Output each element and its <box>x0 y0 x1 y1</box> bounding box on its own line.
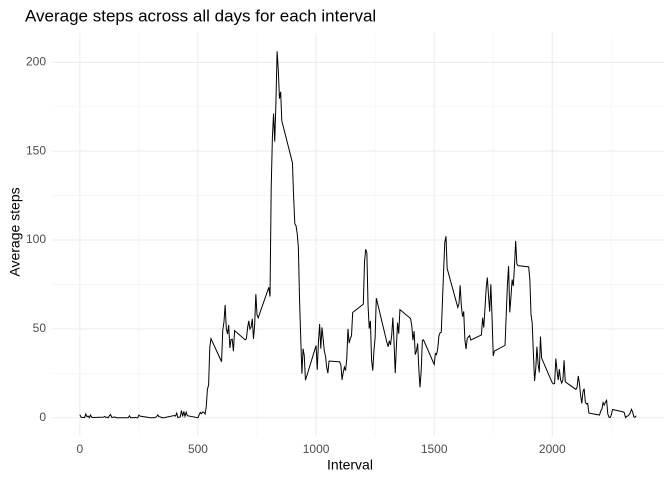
x-tick-label: 2000 <box>539 442 566 456</box>
y-tick-label: 0 <box>39 410 46 424</box>
y-axis-title: Average steps <box>7 187 23 276</box>
x-tick-label: 500 <box>188 442 208 456</box>
x-tick-label: 1500 <box>421 442 448 456</box>
y-tick-label: 200 <box>26 54 46 68</box>
y-tick-label: 50 <box>33 321 47 335</box>
x-tick-label: 1000 <box>303 442 330 456</box>
y-tick-label: 150 <box>26 143 46 157</box>
x-axis-title: Interval <box>327 457 373 473</box>
x-tick-label: 0 <box>77 442 84 456</box>
data-line <box>79 51 637 419</box>
y-tick-label: 100 <box>26 232 46 246</box>
chart-title: Average steps across all days for each i… <box>25 6 376 25</box>
